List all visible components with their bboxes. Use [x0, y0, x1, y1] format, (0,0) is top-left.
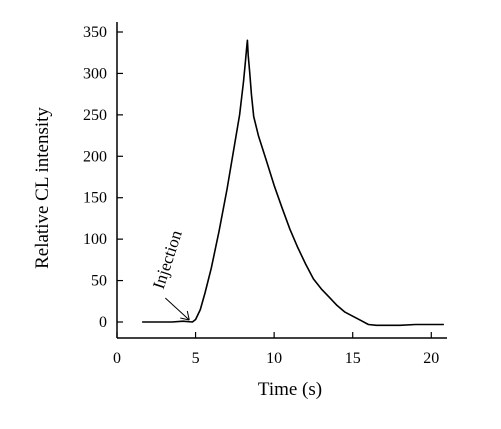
y-tick-label: 250: [83, 107, 107, 124]
x-tick-label: 0: [113, 350, 121, 367]
y-tick-label: 350: [83, 24, 107, 41]
y-tick-label: 0: [99, 314, 107, 331]
annotation-arrow: [164, 297, 190, 321]
ticks: 0 50 100 150 200 250 300 350 0 5 10 15 20: [83, 24, 439, 367]
x-tick-label: 15: [345, 350, 361, 367]
series-line-0: [142, 39, 444, 327]
y-tick-label: 300: [83, 65, 107, 82]
annotation-label: Injection: [149, 227, 186, 291]
y-tick-label: 50: [91, 273, 107, 290]
x-tick-label: 10: [266, 350, 282, 367]
y-tick-label: 100: [83, 231, 107, 248]
x-axis-label: Time (s): [258, 379, 322, 400]
annotations: Injection: [149, 227, 190, 321]
axes: [116, 22, 447, 339]
y-tick-label: 150: [83, 190, 107, 207]
y-tick-label: 200: [83, 148, 107, 165]
x-tick-label: 20: [423, 350, 439, 367]
y-axis-label: Relative CL intensity: [32, 107, 53, 269]
series: [142, 39, 444, 327]
x-tick-label: 5: [192, 350, 200, 367]
annotation-arrowhead: [180, 310, 190, 321]
